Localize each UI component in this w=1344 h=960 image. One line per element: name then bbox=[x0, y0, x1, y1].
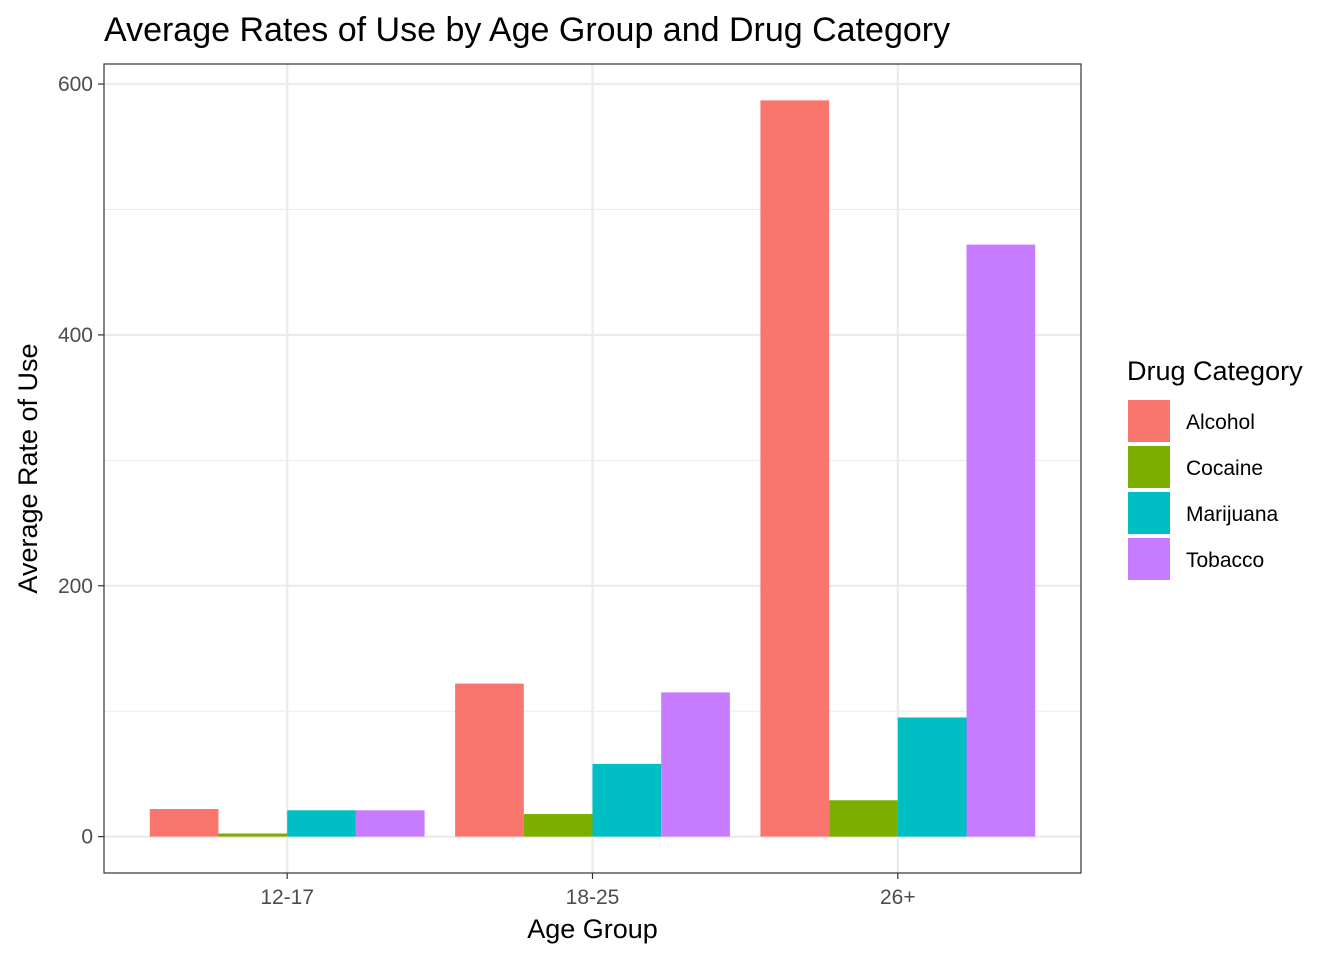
legend-label-marijuana: Marijuana bbox=[1186, 503, 1279, 526]
bar-alcohol-26+ bbox=[760, 100, 830, 837]
bar-alcohol-18-25 bbox=[455, 683, 524, 837]
bar-cocaine-26+ bbox=[829, 800, 898, 837]
legend-label-alcohol: Alcohol bbox=[1186, 411, 1255, 434]
y-tick-label: 400 bbox=[58, 324, 93, 347]
y-tick-label: 200 bbox=[58, 575, 93, 598]
legend: Drug Category Alcohol Cocaine Marijuana Tob… bbox=[1127, 356, 1303, 580]
bar-tobacco-12-17 bbox=[355, 810, 425, 837]
bar-cocaine-18-25 bbox=[523, 814, 593, 837]
legend-key-cocaine bbox=[1128, 446, 1170, 488]
bar-tobacco-18-25 bbox=[661, 692, 730, 837]
y-tick-label: 600 bbox=[58, 73, 93, 96]
legend-key-alcohol bbox=[1128, 400, 1170, 442]
bar-tobacco-26+ bbox=[966, 244, 1036, 837]
bar-marijuana-26+ bbox=[897, 717, 967, 837]
y-tick-label: 0 bbox=[81, 826, 93, 849]
legend-key-marijuana bbox=[1128, 492, 1170, 534]
legend-label-tobacco: Tobacco bbox=[1186, 549, 1264, 572]
bar-alcohol-12-17 bbox=[149, 809, 219, 837]
y-axis-ticks: 0 200 400 600 bbox=[58, 73, 104, 849]
bar-cocaine-12-17 bbox=[218, 833, 288, 837]
x-tick-label: 26+ bbox=[880, 886, 916, 909]
y-axis-title: Average Rate of Use bbox=[13, 343, 43, 593]
x-tick-label: 18-25 bbox=[566, 886, 620, 909]
x-axis-title: Age Group bbox=[527, 914, 658, 944]
x-tick-label: 12-17 bbox=[260, 886, 314, 909]
x-axis-ticks: 12-17 18-25 26+ bbox=[260, 873, 916, 909]
legend-key-tobacco bbox=[1128, 538, 1170, 580]
bar-marijuana-18-25 bbox=[592, 763, 662, 837]
bars bbox=[149, 100, 1036, 837]
legend-label-cocaine: Cocaine bbox=[1186, 457, 1263, 480]
bar-marijuana-12-17 bbox=[287, 810, 356, 837]
chart-title: Average Rates of Use by Age Group and Dr… bbox=[104, 11, 950, 49]
legend-title: Drug Category bbox=[1127, 356, 1303, 386]
